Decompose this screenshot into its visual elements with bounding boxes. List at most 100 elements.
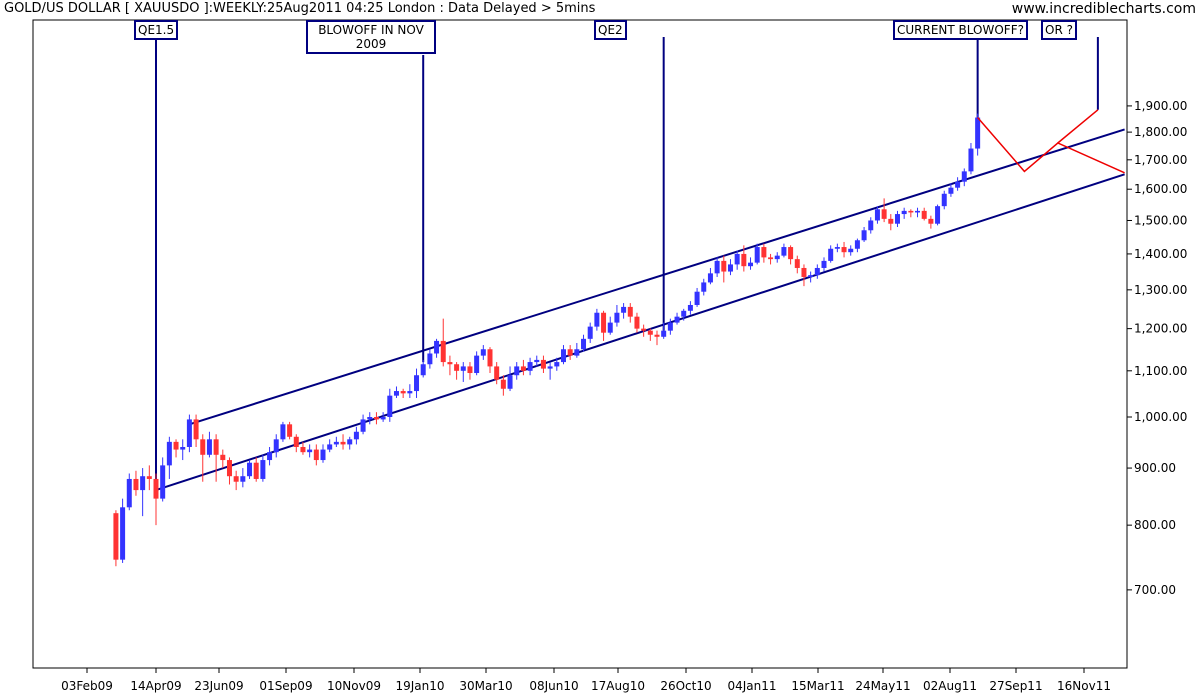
- candle-down: [627, 306, 633, 317]
- candle-down: [494, 366, 500, 380]
- candle-up: [240, 476, 246, 482]
- candle-down: [340, 441, 346, 445]
- candle-down: [467, 366, 473, 374]
- candle-up: [434, 340, 440, 354]
- candle-down: [373, 417, 379, 420]
- candle-up: [347, 439, 353, 445]
- y-tick-label: 800.00: [1134, 518, 1176, 532]
- candle-down: [634, 316, 640, 329]
- plot-frame: [32, 19, 1128, 669]
- candle-down: [540, 359, 546, 369]
- candle-down: [487, 349, 493, 367]
- annotation-current-blowoff: CURRENT BLOWOFF?: [893, 20, 1028, 40]
- x-tick-label: 16Nov11: [1057, 679, 1111, 693]
- candle-up: [120, 507, 126, 560]
- candle-down: [400, 391, 406, 394]
- candle-down: [226, 460, 232, 477]
- candle-down: [801, 267, 807, 277]
- candle-up: [387, 395, 393, 417]
- y-tick-label: 1,900.00: [1134, 99, 1187, 113]
- candle-up: [460, 366, 466, 371]
- candle-up: [614, 312, 620, 323]
- candle-down: [447, 362, 453, 365]
- candle-up: [834, 247, 840, 249]
- candle-up: [975, 117, 981, 149]
- candle-up: [180, 446, 186, 450]
- candle-up: [681, 310, 687, 317]
- y-tick-label: 900.00: [1134, 461, 1176, 475]
- candle-down: [921, 210, 927, 219]
- candle-up: [667, 322, 673, 331]
- candle-down: [741, 253, 747, 267]
- candle-up: [687, 304, 693, 311]
- candle-up: [353, 431, 359, 440]
- candle-up: [367, 417, 373, 420]
- candle-up: [961, 171, 967, 182]
- candle-up: [554, 362, 560, 367]
- x-tick-label: 01Sep09: [259, 679, 312, 693]
- y-tick-label: 1,600.00: [1134, 182, 1187, 196]
- y-tick-label: 1,000.00: [1134, 410, 1187, 424]
- candle-up: [247, 462, 253, 477]
- candle-up: [260, 460, 266, 479]
- candle-up: [955, 181, 961, 188]
- candle-up: [821, 260, 827, 268]
- candle-up: [694, 291, 700, 305]
- candle-down: [601, 312, 607, 333]
- candle-up: [380, 417, 386, 420]
- scenario-path: [977, 117, 1125, 174]
- candle-up: [420, 364, 426, 376]
- candle-down: [440, 340, 446, 363]
- candle-down: [761, 247, 767, 258]
- x-tick-label: 03Feb09: [61, 679, 113, 693]
- candle-up: [534, 359, 540, 363]
- candle-down: [654, 334, 660, 337]
- candle-up: [186, 419, 192, 447]
- candle-up: [935, 206, 941, 224]
- y-tick-label: 1,800.00: [1134, 125, 1187, 139]
- candle-up: [160, 465, 166, 499]
- candle-down: [193, 419, 199, 440]
- candle-up: [808, 275, 814, 277]
- candle-down: [233, 476, 239, 482]
- x-tick-label: 02Aug11: [923, 679, 977, 693]
- y-tick-label: 1,200.00: [1134, 322, 1187, 336]
- candle-up: [206, 439, 212, 455]
- candle-up: [140, 476, 146, 491]
- x-tick-label: 04Jan11: [727, 679, 776, 693]
- candle-up: [393, 391, 399, 396]
- candle-up: [607, 322, 613, 333]
- candle-up: [560, 349, 566, 363]
- candle-up: [547, 366, 553, 369]
- candle-up: [427, 353, 433, 365]
- candle-up: [814, 267, 820, 276]
- candle-up: [727, 264, 733, 272]
- y-tick-label: 1,100.00: [1134, 364, 1187, 378]
- candle-up: [307, 449, 313, 453]
- candle-up: [407, 391, 413, 394]
- candle-down: [454, 364, 460, 371]
- candle-up: [874, 209, 880, 221]
- x-tick-label: 30Mar10: [459, 679, 512, 693]
- channel-upper-line: [189, 128, 1125, 426]
- candle-down: [253, 462, 259, 479]
- candle-up: [333, 441, 339, 445]
- candle-down: [200, 439, 206, 455]
- candle-down: [908, 210, 914, 213]
- annotation-blowoff-nov-2009: BLOWOFF IN NOV 2009: [306, 20, 436, 54]
- y-tick-label: 1,700.00: [1134, 153, 1187, 167]
- x-tick-label: 26Oct10: [660, 679, 711, 693]
- chart-title: GOLD/US DOLLAR [ XAUUSDO ]:WEEKLY:25Aug2…: [4, 1, 596, 16]
- candle-down: [146, 476, 152, 479]
- candle-up: [948, 187, 954, 194]
- candle-up: [267, 452, 273, 461]
- candle-down: [888, 218, 894, 224]
- candle-up: [414, 375, 420, 392]
- candle-up: [674, 316, 680, 323]
- site-url[interactable]: www.incrediblecharts.com: [1011, 1, 1196, 17]
- candle-up: [320, 449, 326, 461]
- candle-up: [828, 248, 834, 261]
- x-tick-label: 17Aug10: [591, 679, 645, 693]
- candle-up: [166, 441, 172, 466]
- candle-down: [153, 478, 159, 499]
